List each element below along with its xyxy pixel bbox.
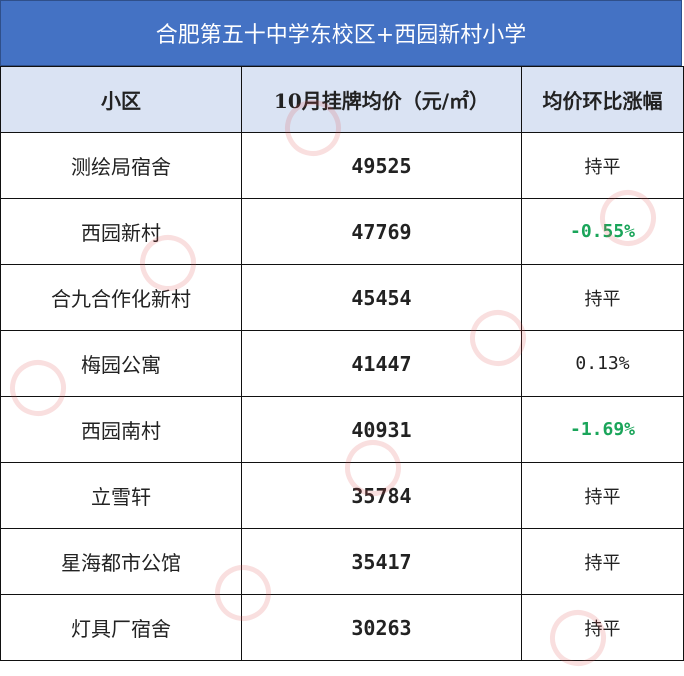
listing-price: 41447 xyxy=(241,330,522,397)
price-change: 持平 xyxy=(521,462,684,529)
price-change: -1.69% xyxy=(521,396,684,463)
price-change: 持平 xyxy=(521,132,684,199)
price-change: 持平 xyxy=(521,528,684,595)
community-name: 合九合作化新村 xyxy=(0,264,242,331)
table-row: 西园南村 40931 -1.69% xyxy=(0,396,684,463)
table-title: 合肥第五十中学东校区+西园新村小学 xyxy=(0,0,682,66)
listing-price: 45454 xyxy=(241,264,522,331)
header-price: 10月挂牌均价（元/㎡） xyxy=(241,66,522,133)
table-row: 星海都市公馆 35417 持平 xyxy=(0,528,684,595)
listing-price: 35417 xyxy=(241,528,522,595)
listing-price: 40931 xyxy=(241,396,522,463)
listing-price: 35784 xyxy=(241,462,522,529)
price-table: 小区 10月挂牌均价（元/㎡） 均价环比涨幅 测绘局宿舍 49525 持平 西园新… xyxy=(0,66,684,661)
table-row: 立雪轩 35784 持平 xyxy=(0,462,684,529)
table-row: 灯具厂宿舍 30263 持平 xyxy=(0,594,684,661)
price-change: 持平 xyxy=(521,594,684,661)
table-row: 西园新村 47769 -0.55% xyxy=(0,198,684,265)
community-name: 星海都市公馆 xyxy=(0,528,242,595)
header-community: 小区 xyxy=(0,66,242,133)
header-change: 均价环比涨幅 xyxy=(521,66,684,133)
table-row: 合九合作化新村 45454 持平 xyxy=(0,264,684,331)
header-row: 小区 10月挂牌均价（元/㎡） 均价环比涨幅 xyxy=(0,66,684,133)
community-name: 西园南村 xyxy=(0,396,242,463)
community-name: 立雪轩 xyxy=(0,462,242,529)
price-change: -0.55% xyxy=(521,198,684,265)
listing-price: 30263 xyxy=(241,594,522,661)
community-name: 测绘局宿舍 xyxy=(0,132,242,199)
community-name: 灯具厂宿舍 xyxy=(0,594,242,661)
community-name: 西园新村 xyxy=(0,198,242,265)
community-name: 梅园公寓 xyxy=(0,330,242,397)
price-change: 持平 xyxy=(521,264,684,331)
table-row: 梅园公寓 41447 0.13% xyxy=(0,330,684,397)
table-row: 测绘局宿舍 49525 持平 xyxy=(0,132,684,199)
listing-price: 47769 xyxy=(241,198,522,265)
listing-price: 49525 xyxy=(241,132,522,199)
price-change: 0.13% xyxy=(521,330,684,397)
